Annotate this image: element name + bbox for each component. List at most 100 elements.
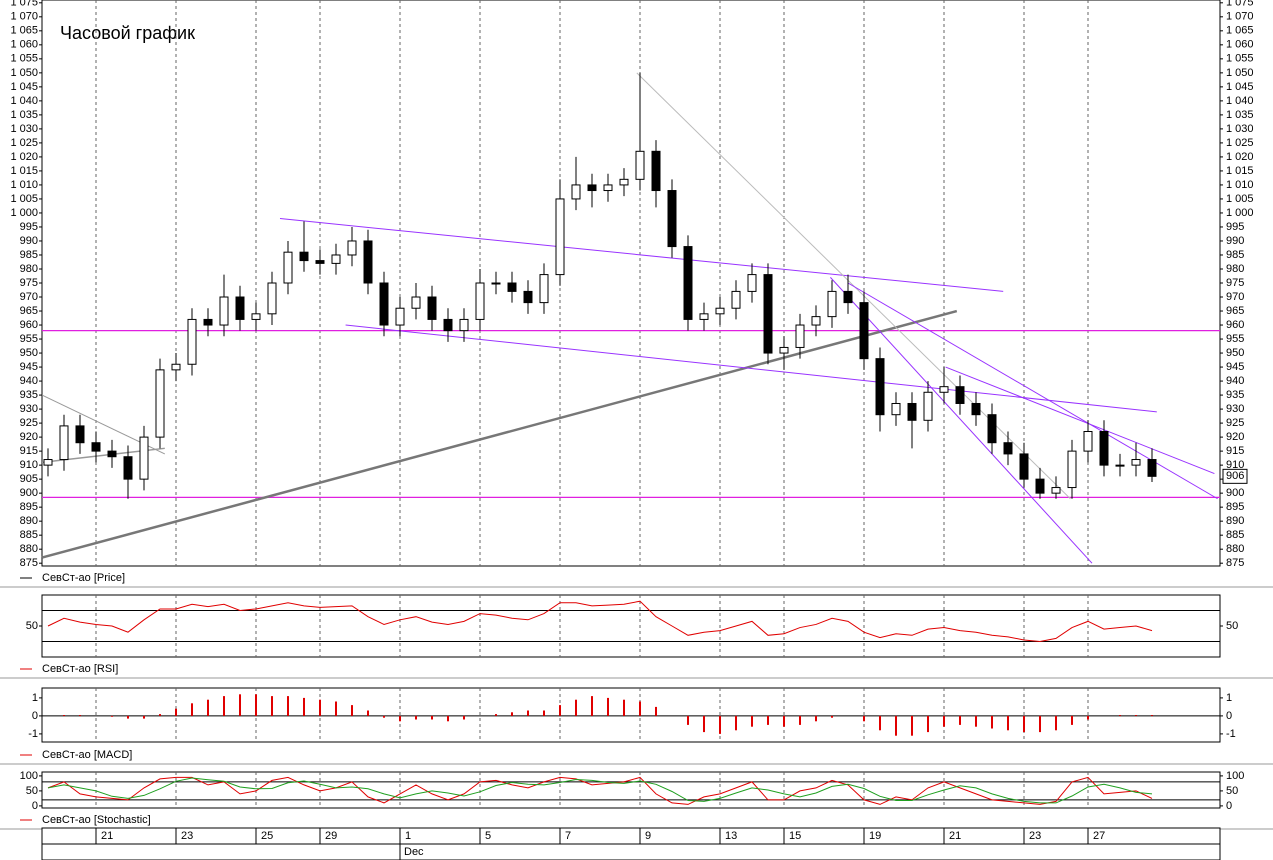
y-tick-label: 925 (20, 417, 38, 429)
y-tick-label: 1 (32, 692, 38, 704)
y-tick-label: 50 (1226, 785, 1238, 797)
candle-body (411, 296, 421, 309)
y-tick-label: 890 (1226, 515, 1244, 527)
candle-body (859, 302, 869, 360)
y-tick-label: 885 (1226, 529, 1244, 541)
legend-label: СевСт-ао [MACD] (42, 749, 132, 761)
y-tick-label: 1 005 (10, 193, 38, 205)
y-tick-label: 50 (26, 785, 38, 797)
y-tick-label: 925 (1226, 417, 1244, 429)
y-tick-label: 910 (20, 459, 38, 471)
candle-body (363, 240, 373, 284)
y-tick-label: 0 (1226, 800, 1232, 812)
y-tick-label: 1 045 (1226, 81, 1254, 93)
candle-body (187, 318, 197, 365)
candle-body (827, 290, 837, 318)
candle-body (1067, 450, 1077, 489)
trend-line (830, 277, 1093, 564)
y-tick-label: 875 (20, 557, 38, 569)
candle-body (299, 251, 309, 262)
candle-body (571, 184, 581, 200)
candle-body (91, 442, 101, 452)
y-tick-label: 1 030 (10, 123, 38, 135)
candle-body (1115, 464, 1125, 467)
y-tick-label: 875 (1226, 557, 1244, 569)
candle-body (267, 282, 277, 315)
x-tick-label: 21 (949, 830, 961, 842)
y-tick-label: 950 (20, 347, 38, 359)
x-tick-label: 23 (181, 830, 193, 842)
candle-body (475, 282, 485, 320)
y-tick-label: 890 (20, 515, 38, 527)
candle-body (107, 450, 117, 458)
y-tick-label: 955 (1226, 333, 1244, 345)
y-tick-label: 50 (1226, 620, 1238, 632)
candle-body (43, 459, 53, 466)
y-tick-label: 945 (20, 361, 38, 373)
candle-body (1099, 431, 1109, 466)
x-tick-label: 23 (1029, 830, 1041, 842)
candle-body (331, 254, 341, 264)
x-tick-label: 25 (261, 830, 273, 842)
y-tick-label: 955 (20, 333, 38, 345)
candle-body (507, 282, 517, 292)
x-tick-label: 19 (869, 830, 881, 842)
y-tick-label: 1 050 (1226, 67, 1254, 79)
y-tick-label: 1 065 (10, 25, 38, 37)
candle-body (923, 391, 933, 421)
candle-body (747, 274, 757, 292)
y-tick-label: 950 (1226, 347, 1244, 359)
y-tick-label: 930 (1226, 403, 1244, 415)
candle-body (811, 316, 821, 326)
x-tick-label: 27 (1093, 830, 1105, 842)
candle-body (971, 402, 981, 416)
candle-body (59, 425, 69, 461)
y-tick-label: -1 (1226, 728, 1236, 740)
y-tick-label: 1 015 (10, 165, 38, 177)
candle-body (763, 274, 773, 354)
y-tick-label: 1 010 (1226, 179, 1254, 191)
candle-body (443, 318, 453, 332)
candle-body (907, 402, 917, 421)
candle-body (1035, 478, 1045, 494)
y-tick-label: 990 (1226, 235, 1244, 247)
candle-body (379, 282, 389, 326)
candle-body (619, 178, 629, 186)
y-tick-label: 945 (1226, 361, 1244, 373)
indicator-line (47, 600, 1153, 643)
y-tick-label: 980 (20, 263, 38, 275)
y-tick-label: 1 025 (1226, 137, 1254, 149)
last-price: 906 (1226, 470, 1244, 482)
candle-body (635, 150, 645, 180)
y-tick-label: 1 075 (10, 0, 38, 9)
candle-body (587, 184, 597, 192)
y-tick-label: 900 (1226, 487, 1244, 499)
y-tick-label: 940 (20, 375, 38, 387)
y-tick-label: 995 (1226, 221, 1244, 233)
y-tick-label: 995 (20, 221, 38, 233)
y-tick-label: 970 (1226, 291, 1244, 303)
y-tick-label: 1 (1226, 692, 1232, 704)
candle-body (251, 313, 261, 320)
candle-body (459, 318, 469, 332)
x-tick-label: 7 (565, 830, 571, 842)
candle-body (1003, 442, 1013, 455)
y-tick-label: 935 (20, 389, 38, 401)
y-tick-label: 900 (20, 487, 38, 499)
y-tick-label: 895 (1226, 501, 1244, 513)
trend-line (279, 218, 1004, 292)
candle-body (1019, 453, 1029, 480)
candle-body (891, 402, 901, 416)
candle-body (875, 358, 885, 416)
y-tick-label: 915 (1226, 445, 1244, 457)
candle-body (683, 246, 693, 320)
candle-body (731, 290, 741, 309)
candle-body (779, 346, 789, 354)
x-tick-label: 9 (645, 830, 651, 842)
candle-body (1051, 487, 1061, 494)
y-tick-label: 880 (20, 543, 38, 555)
chart-title: Часовой график (60, 23, 195, 43)
y-tick-label: 1 050 (10, 67, 38, 79)
y-tick-label: 1 035 (10, 109, 38, 121)
